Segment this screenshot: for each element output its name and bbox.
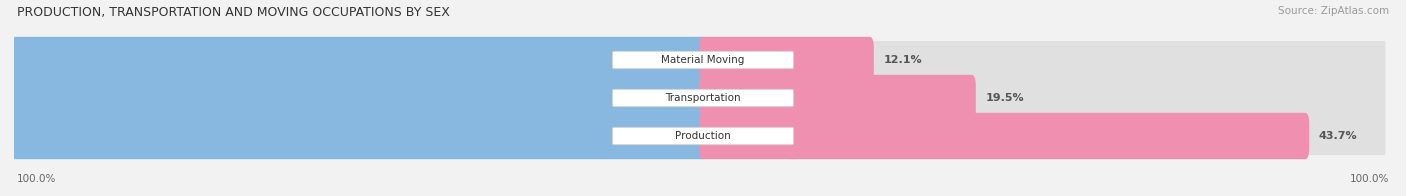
Text: 100.0%: 100.0%	[1350, 174, 1389, 184]
Text: Transportation: Transportation	[665, 93, 741, 103]
Text: PRODUCTION, TRANSPORTATION AND MOVING OCCUPATIONS BY SEX: PRODUCTION, TRANSPORTATION AND MOVING OC…	[17, 6, 450, 19]
Text: 43.7%: 43.7%	[1319, 131, 1358, 141]
FancyBboxPatch shape	[21, 41, 1385, 79]
FancyBboxPatch shape	[699, 113, 1309, 159]
FancyBboxPatch shape	[699, 37, 875, 83]
FancyBboxPatch shape	[613, 127, 793, 145]
FancyBboxPatch shape	[21, 117, 1385, 155]
Text: Source: ZipAtlas.com: Source: ZipAtlas.com	[1278, 6, 1389, 16]
Text: 100.0%: 100.0%	[17, 174, 56, 184]
FancyBboxPatch shape	[613, 51, 793, 69]
Text: 12.1%: 12.1%	[883, 55, 922, 65]
FancyBboxPatch shape	[0, 37, 707, 83]
Text: 19.5%: 19.5%	[986, 93, 1024, 103]
Text: Production: Production	[675, 131, 731, 141]
FancyBboxPatch shape	[699, 75, 976, 121]
FancyBboxPatch shape	[21, 79, 1385, 117]
Text: Material Moving: Material Moving	[661, 55, 745, 65]
FancyBboxPatch shape	[0, 75, 707, 121]
FancyBboxPatch shape	[613, 89, 793, 107]
FancyBboxPatch shape	[0, 113, 707, 159]
